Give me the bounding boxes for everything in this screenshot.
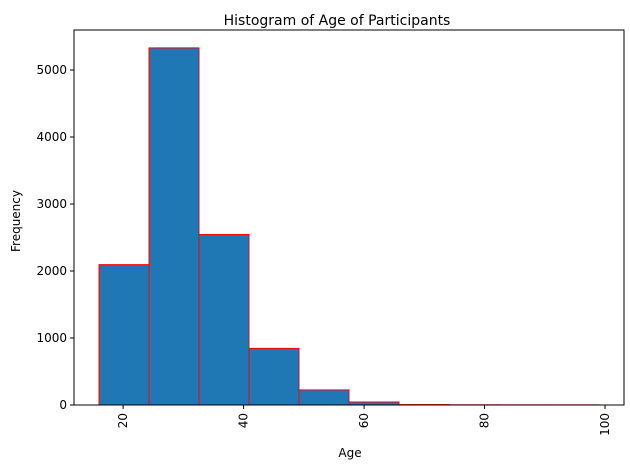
histogram-bar-5 <box>299 390 349 405</box>
y-axis-label: Frequency <box>9 190 23 252</box>
x-axis-label: Age <box>338 446 361 460</box>
histogram-bar-3 <box>199 234 249 405</box>
y-axis-ticks: 0 1000 2000 3000 4000 5000 <box>36 63 74 412</box>
y-tick-label: 4000 <box>36 130 67 144</box>
x-tick-label: 40 <box>237 413 251 428</box>
x-axis-ticks: 20 40 60 80 100 <box>116 405 612 436</box>
y-tick-label: 3000 <box>36 197 67 211</box>
histogram-bars <box>99 48 599 405</box>
y-tick-label: 5000 <box>36 63 67 77</box>
y-tick-label: 0 <box>59 398 67 412</box>
y-tick-label: 1000 <box>36 331 67 345</box>
y-tick-label: 2000 <box>36 264 67 278</box>
x-tick-label: 80 <box>478 413 492 428</box>
x-tick-label: 20 <box>116 413 130 428</box>
x-tick-label: 60 <box>357 413 371 428</box>
histogram-bar-2 <box>149 48 199 405</box>
chart-title: Histogram of Age of Participants <box>224 13 451 29</box>
histogram-bar-4 <box>249 348 299 405</box>
x-tick-label: 100 <box>598 413 612 436</box>
histogram-bar-1 <box>99 265 149 405</box>
